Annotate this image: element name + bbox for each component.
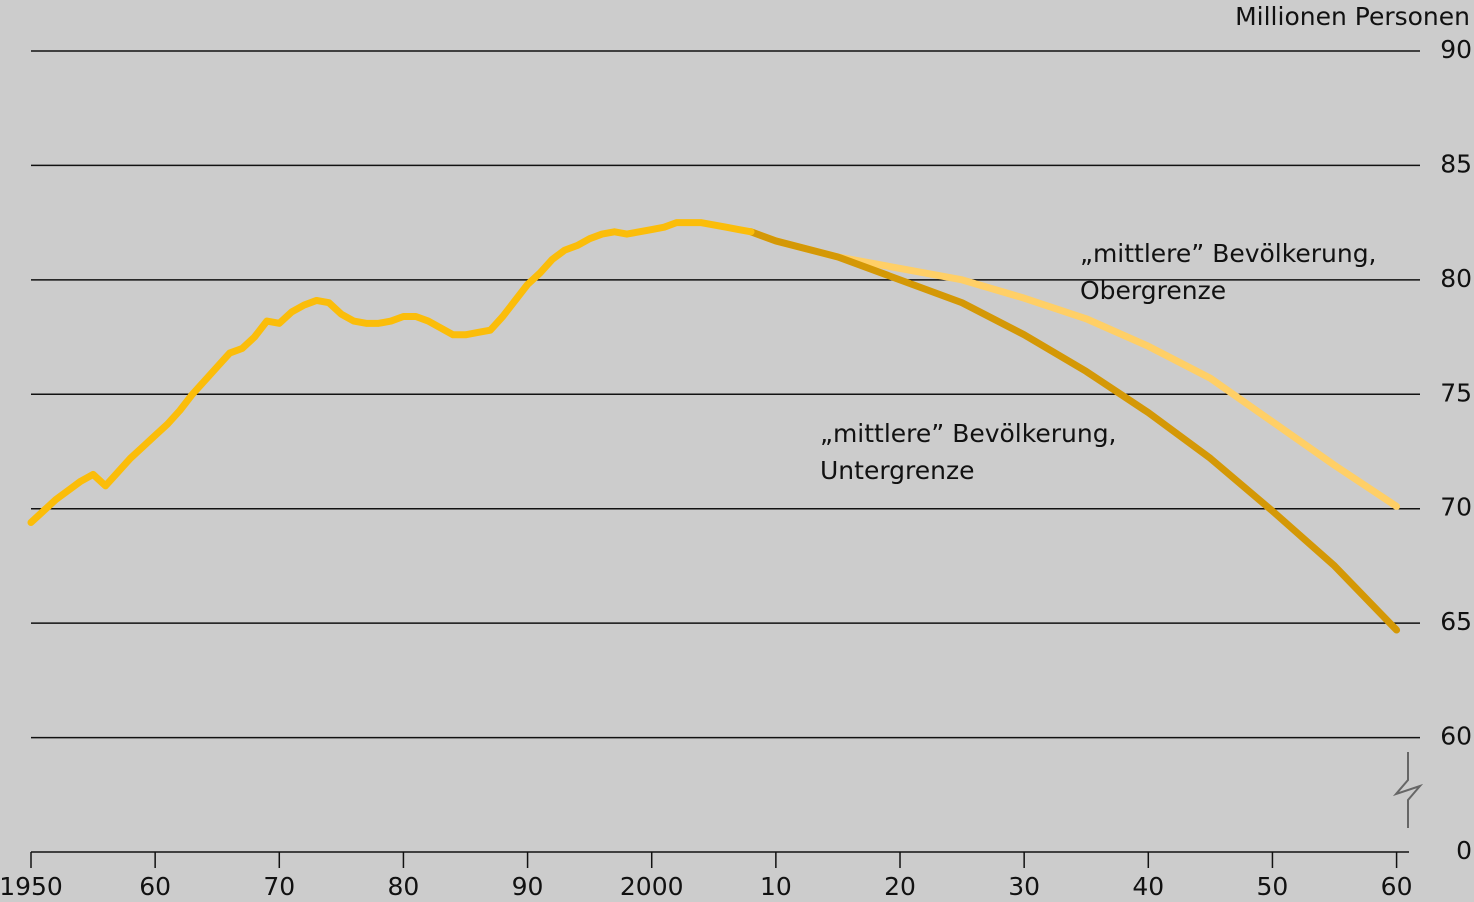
line bbox=[747, 228, 1401, 634]
line bbox=[27, 219, 755, 526]
annotation: „mittlere” Bevölkerung, bbox=[1080, 239, 1377, 268]
x-tick-label: 60 bbox=[1381, 872, 1413, 901]
y-tick-label: 0 bbox=[1456, 836, 1472, 865]
y-tick-label: 70 bbox=[1440, 493, 1472, 522]
x-tick-label: 10 bbox=[760, 872, 792, 901]
annotation: Untergrenze bbox=[820, 456, 975, 485]
y-tick-label: 75 bbox=[1440, 378, 1472, 407]
x-tick-label: 60 bbox=[139, 872, 171, 901]
x-tick-label: 40 bbox=[1132, 872, 1164, 901]
x-tick-label: 20 bbox=[884, 872, 916, 901]
y-tick-label: 60 bbox=[1440, 722, 1472, 751]
x-tick-label: 1950 bbox=[0, 872, 63, 901]
axis-break bbox=[1392, 752, 1424, 828]
x-tick-label: 50 bbox=[1257, 872, 1289, 901]
y-tick-label: 80 bbox=[1440, 264, 1472, 293]
y-tick-label: 85 bbox=[1440, 149, 1472, 178]
x-tick-label: 80 bbox=[388, 872, 420, 901]
y-tick-label: 90 bbox=[1440, 35, 1472, 64]
y-axis-label: Millionen Personen bbox=[1235, 2, 1470, 31]
x-tick-label: 70 bbox=[263, 872, 295, 901]
y-tick-label: 65 bbox=[1440, 607, 1472, 636]
x-tick-label: 2000 bbox=[620, 872, 684, 901]
x-tick-label: 90 bbox=[512, 872, 544, 901]
annotation: „mittlere” Bevölkerung, bbox=[820, 419, 1117, 448]
break-symbol bbox=[1392, 752, 1424, 828]
annotation: Obergrenze bbox=[1080, 276, 1226, 305]
x-tick-label: 30 bbox=[1008, 872, 1040, 901]
